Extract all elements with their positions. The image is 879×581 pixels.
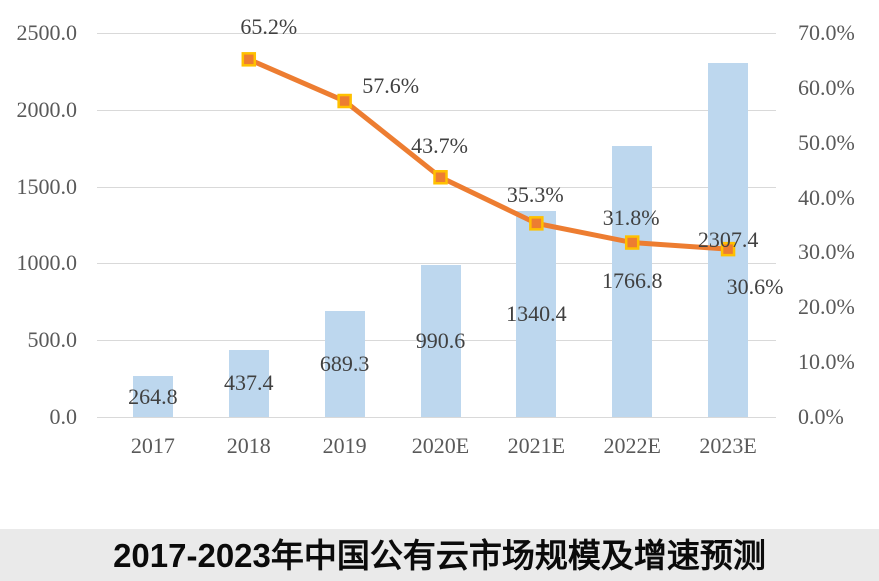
x-axis-label: 2020E xyxy=(411,433,470,458)
right-axis-tick: 70.0% xyxy=(798,20,855,45)
right-axis-tick: 0.0% xyxy=(798,404,844,429)
right-axis-tick: 10.0% xyxy=(798,349,855,375)
line-value-label: 30.6% xyxy=(726,274,784,300)
line-value-label: 65.2% xyxy=(240,14,298,40)
right-axis-tick: 40.0% xyxy=(798,184,855,210)
gridline xyxy=(97,33,776,34)
left-axis-tick: 1000.0 xyxy=(16,250,78,276)
left-axis-tick: 0.0 xyxy=(49,404,78,429)
bar-2020E xyxy=(420,264,461,417)
gridline xyxy=(97,417,776,418)
bar-value-label: 1340.4 xyxy=(506,301,567,327)
chart-title: 2017-2023年中国公有云市场规模及增速预测 xyxy=(113,536,766,574)
gridline xyxy=(97,263,776,265)
line-value-label: 57.6% xyxy=(362,73,420,99)
bar-2019 xyxy=(324,311,365,417)
x-axis-label: 2017 xyxy=(130,433,175,458)
gridline xyxy=(97,186,776,188)
left-axis-tick: 2500.0 xyxy=(16,20,78,45)
line-marker-icon xyxy=(241,52,257,67)
line-value-label: 35.3% xyxy=(506,182,564,208)
x-axis-label: 2023E xyxy=(699,433,757,458)
left-axis-tick: 1500.0 xyxy=(16,173,78,199)
line-marker-icon xyxy=(337,93,352,109)
title-band: 2017-2023年中国公有云市场规模及增速预测 xyxy=(0,529,879,581)
bar-2018 xyxy=(228,349,269,417)
bar-2017 xyxy=(132,376,173,417)
left-axis-tick: 500.0 xyxy=(27,327,78,353)
bar-value-label: 437.4 xyxy=(224,370,274,396)
x-axis-label: 2021E xyxy=(507,433,566,458)
bar-value-label: 689.3 xyxy=(319,351,370,377)
left-axis-tick: 2000.0 xyxy=(16,96,78,122)
line-marker-icon xyxy=(433,170,448,185)
line-value-label: 43.7% xyxy=(411,133,468,159)
right-axis-tick: 30.0% xyxy=(798,239,855,265)
x-axis-label: 2019 xyxy=(322,433,367,458)
bar-value-label: 1766.8 xyxy=(601,268,663,294)
bar-value-label: 2307.4 xyxy=(697,226,759,252)
bar-value-label: 990.6 xyxy=(415,327,466,353)
right-axis-tick: 60.0% xyxy=(798,74,855,100)
right-axis-tick: 50.0% xyxy=(798,129,855,155)
legend: 市场规模（亿元） 增长率 xyxy=(0,478,879,512)
bar-value-label: 264.8 xyxy=(128,383,178,409)
x-axis-label: 2022E xyxy=(603,433,661,458)
right-axis-tick: 20.0% xyxy=(798,294,855,320)
gridline xyxy=(97,109,776,111)
line-value-label: 31.8% xyxy=(602,204,660,230)
x-axis-label: 2018 xyxy=(226,433,271,458)
